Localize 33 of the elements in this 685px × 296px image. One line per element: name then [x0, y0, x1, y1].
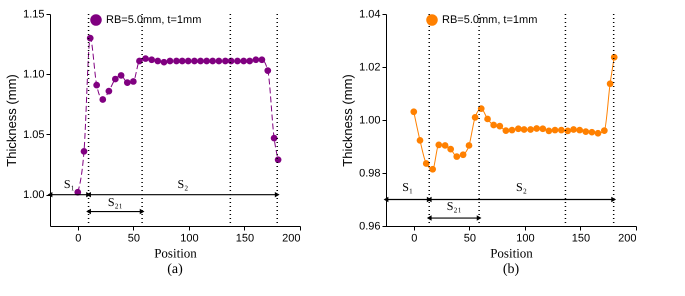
y-tick-label: 1.00: [359, 114, 380, 126]
y-tick-label: 1.00: [23, 189, 44, 202]
annotation: S₂: [516, 180, 527, 194]
annotation: S₂₁: [108, 195, 123, 210]
x-tick-label: 50: [464, 232, 476, 244]
y-tick-label: 1.10: [23, 68, 44, 81]
y-axis-title: Thickness (mm): [4, 74, 20, 167]
x-tick-label: 0: [75, 232, 82, 244]
legend-label: RB=5.0mm, t=1mm: [106, 14, 202, 26]
y-axis-title: Thickness (mm): [340, 74, 356, 167]
x-tick-label: 0: [411, 232, 418, 244]
x-tick-label: 50: [128, 232, 140, 244]
x-axis-title: Position: [490, 246, 534, 260]
x-tick-label: 150: [572, 232, 590, 244]
x-tick-label: 100: [516, 232, 535, 244]
x-tick-label: 200: [282, 232, 300, 244]
annotation: S₁: [64, 177, 75, 192]
x-tick-label: 200: [618, 232, 636, 244]
x-tick-label: 100: [180, 232, 199, 244]
y-tick-label: 0.98: [359, 168, 380, 180]
annotation: S₂: [177, 177, 188, 192]
y-tick-label: 1.02: [359, 62, 380, 74]
annotation: S₁: [402, 180, 414, 194]
y-tick-label: 1.05: [23, 128, 44, 141]
x-tick-label: 150: [236, 232, 254, 244]
y-tick-label: 0.96: [359, 220, 380, 232]
legend-label: RB=5.0mm, t=1mm: [442, 14, 538, 26]
text: (b): [502, 262, 520, 277]
annotation: S₂₁: [446, 198, 462, 213]
y-tick-label: 1.04: [359, 8, 380, 20]
x-axis-title: Position: [154, 246, 198, 260]
text: (a): [167, 262, 184, 277]
y-tick-label: 1.15: [23, 8, 44, 20]
